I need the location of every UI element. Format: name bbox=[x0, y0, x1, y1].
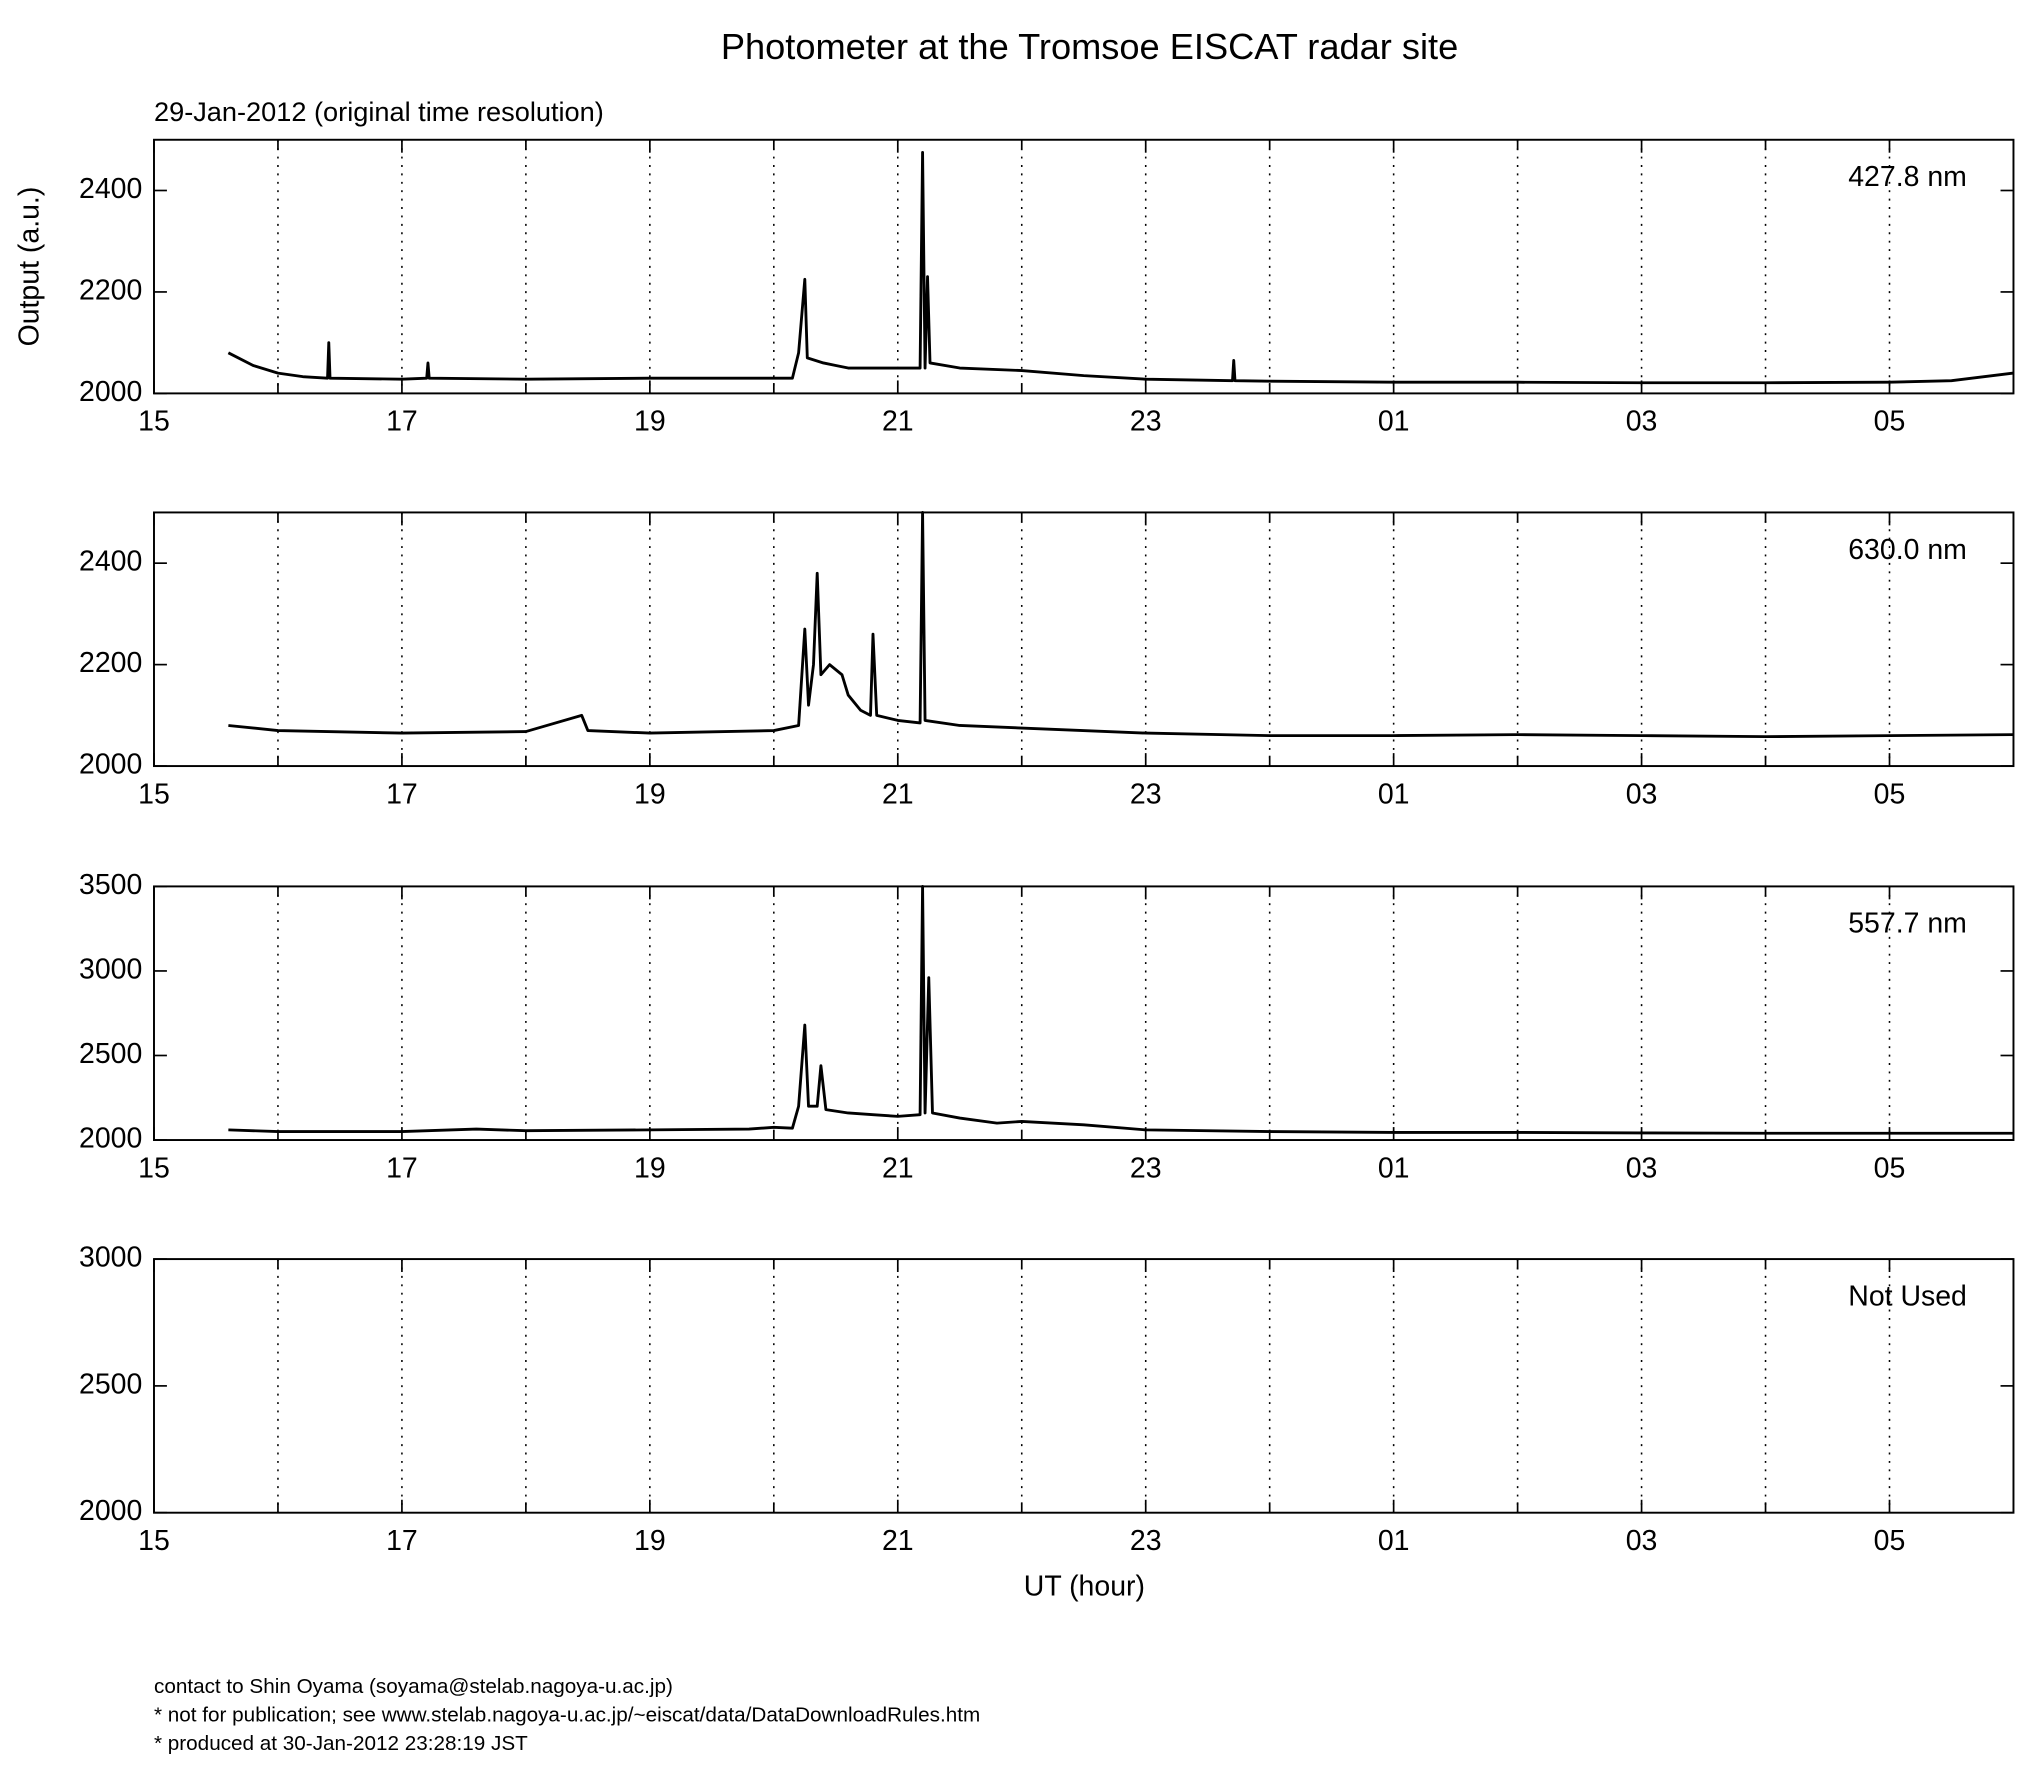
x-tick-label: 17 bbox=[386, 1525, 418, 1557]
x-tick-label: 03 bbox=[1626, 778, 1658, 810]
x-tick-label: 23 bbox=[1130, 778, 1162, 810]
x-tick-label: 05 bbox=[1874, 406, 1906, 438]
x-tick-label: 15 bbox=[138, 1525, 170, 1557]
plot-frame bbox=[153, 885, 2015, 1142]
data-line bbox=[227, 151, 2014, 385]
x-tick-label: 15 bbox=[138, 1152, 170, 1184]
x-axis-label: UT (hour) bbox=[1024, 1570, 1145, 1602]
panel-label: 557.7 nm bbox=[1848, 908, 1967, 940]
x-tick-label: 03 bbox=[1626, 1152, 1658, 1184]
x-tick-label: 23 bbox=[1130, 1525, 1162, 1557]
y-tick-label: 3000 bbox=[79, 953, 142, 985]
panel-label: 427.8 nm bbox=[1848, 161, 1967, 193]
y-tick-label: 2400 bbox=[79, 546, 142, 578]
x-tick-label: 21 bbox=[882, 1152, 914, 1184]
footer-line: * not for publication; see www.stelab.na… bbox=[154, 1703, 980, 1726]
y-tick-label: 2200 bbox=[79, 274, 142, 306]
x-tick-label: 01 bbox=[1378, 1525, 1410, 1557]
x-tick-label: 15 bbox=[138, 778, 170, 810]
x-tick-label: 03 bbox=[1626, 1525, 1658, 1557]
y-tick-label: 2000 bbox=[79, 376, 142, 408]
y-tick-label: 2000 bbox=[79, 1123, 142, 1155]
x-tick-label: 19 bbox=[634, 406, 666, 438]
x-tick-label: 17 bbox=[386, 406, 418, 438]
y-tick-label: 2000 bbox=[79, 749, 142, 781]
x-tick-label: 15 bbox=[138, 406, 170, 438]
x-tick-label: 23 bbox=[1130, 406, 1162, 438]
x-tick-label: 19 bbox=[634, 778, 666, 810]
x-tick-label: 21 bbox=[882, 406, 914, 438]
x-tick-label: 01 bbox=[1378, 406, 1410, 438]
footer-line: * produced at 30-Jan-2012 23:28:19 JST bbox=[154, 1732, 528, 1755]
x-tick-label: 01 bbox=[1378, 778, 1410, 810]
y-axis-label: Output (a.u.) bbox=[14, 187, 46, 347]
y-tick-label: 2500 bbox=[79, 1368, 142, 1400]
x-tick-label: 17 bbox=[386, 778, 418, 810]
chart-title: Photometer at the Tromsoe EISCAT radar s… bbox=[721, 26, 1458, 67]
footer-line: contact to Shin Oyama (soyama@stelab.nag… bbox=[154, 1675, 673, 1698]
x-tick-label: 05 bbox=[1874, 1152, 1906, 1184]
x-tick-label: 19 bbox=[634, 1525, 666, 1557]
plot-frame bbox=[153, 511, 2015, 768]
x-tick-label: 05 bbox=[1874, 1525, 1906, 1557]
y-tick-label: 2200 bbox=[79, 647, 142, 679]
y-tick-label: 2500 bbox=[79, 1038, 142, 1070]
x-tick-label: 01 bbox=[1378, 1152, 1410, 1184]
x-tick-label: 21 bbox=[882, 778, 914, 810]
x-tick-label: 03 bbox=[1626, 406, 1658, 438]
x-tick-label: 05 bbox=[1874, 778, 1906, 810]
y-tick-label: 3000 bbox=[79, 1242, 142, 1274]
data-line bbox=[228, 511, 2014, 739]
y-tick-label: 2000 bbox=[79, 1495, 142, 1527]
x-tick-label: 17 bbox=[386, 1152, 418, 1184]
data-line bbox=[228, 884, 2014, 1135]
panel-label: Not Used bbox=[1848, 1280, 1967, 1312]
x-tick-label: 19 bbox=[634, 1152, 666, 1184]
subtitle: 29-Jan-2012 (original time resolution) bbox=[154, 96, 604, 127]
panel-label: 630.0 nm bbox=[1848, 534, 1967, 566]
y-tick-label: 2400 bbox=[79, 173, 142, 205]
x-tick-label: 21 bbox=[882, 1525, 914, 1557]
plot-frame bbox=[153, 1258, 2015, 1514]
plot-frame bbox=[153, 138, 2015, 395]
x-tick-label: 23 bbox=[1130, 1152, 1162, 1184]
y-tick-label: 3500 bbox=[79, 869, 142, 901]
